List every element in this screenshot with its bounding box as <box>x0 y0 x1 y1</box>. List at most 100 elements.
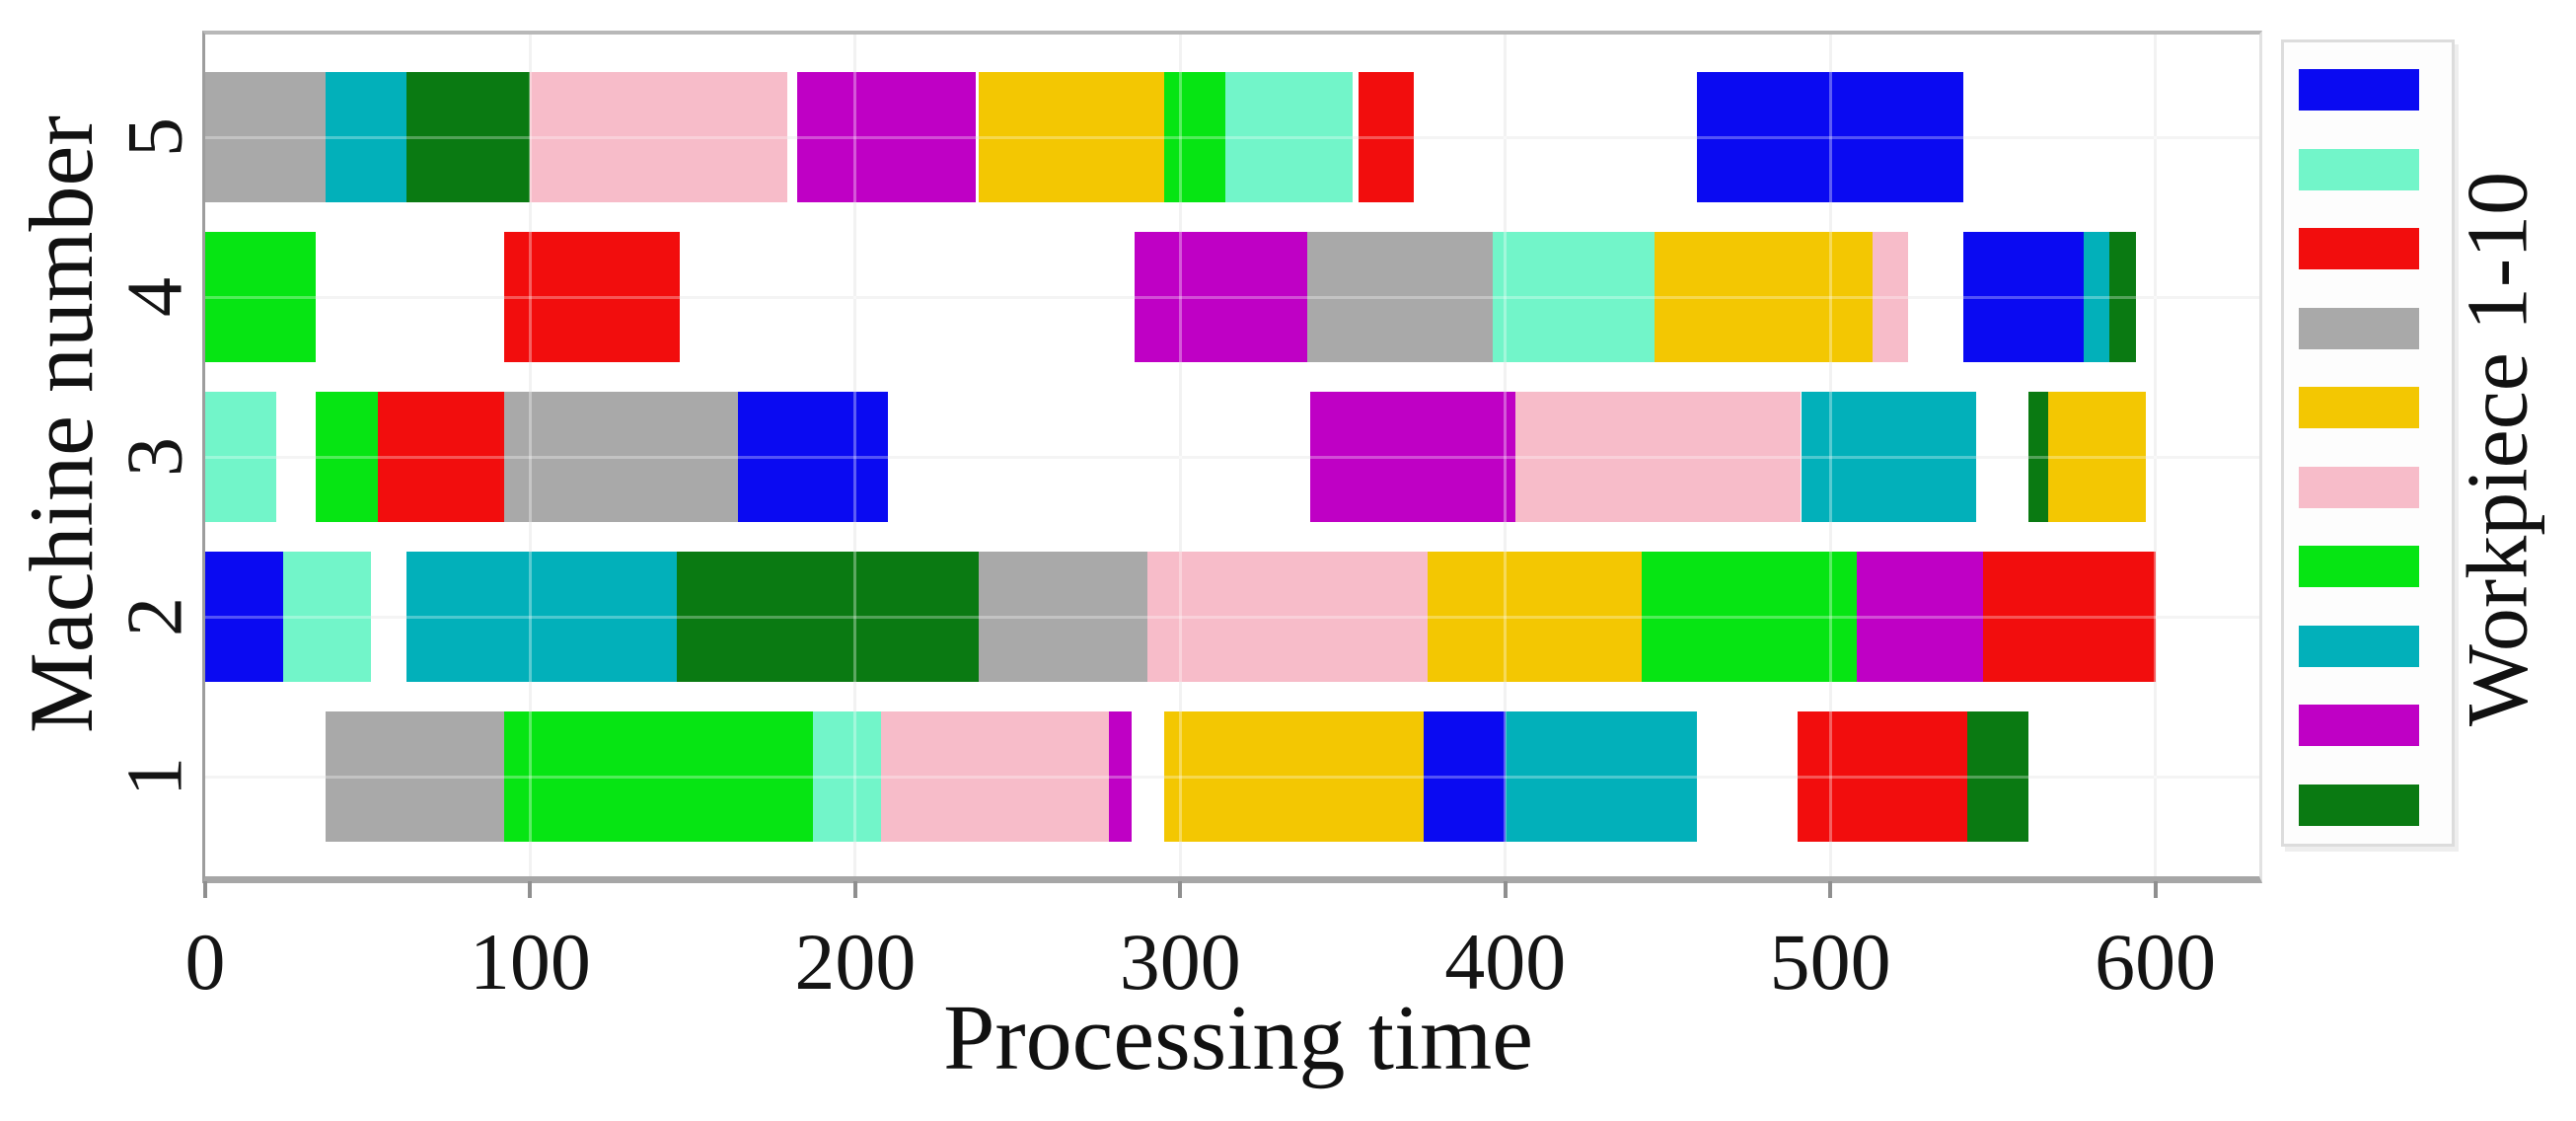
legend-swatch-workpiece4 <box>2299 307 2419 349</box>
bar-machine5-workpiece2 <box>1225 72 1353 202</box>
bar-machine1-workpiece6 <box>881 711 1109 842</box>
bar-machine1-workpiece2 <box>813 711 882 842</box>
bar-machine4-workpiece8 <box>2084 232 2110 362</box>
bar-machine2-workpiece2 <box>283 552 371 682</box>
gridline-x-over-200 <box>853 35 857 876</box>
bar-machine2-workpiece10 <box>676 552 980 682</box>
bar-machine5-workpiece5 <box>979 72 1164 202</box>
legend-swatch-workpiece6 <box>2299 466 2419 508</box>
legend-swatch-workpiece5 <box>2299 387 2419 428</box>
gridline-x-over-300 <box>1178 35 1182 876</box>
x-tick-label-500: 500 <box>1769 917 1891 1007</box>
bar-machine5-workpiece3 <box>1359 72 1415 202</box>
bar-machine5-workpiece7 <box>1163 72 1226 202</box>
bar-machine1-workpiece9 <box>1108 711 1132 842</box>
bar-machine4-workpiece10 <box>2109 232 2136 362</box>
bar-machine1-workpiece4 <box>325 711 505 842</box>
y-tick-label-machine2: 2 <box>111 597 199 636</box>
legend-swatch-workpiece1 <box>2299 69 2419 111</box>
gridline-x-over-600 <box>2154 35 2158 876</box>
y-tick-label-machine4: 4 <box>111 277 199 317</box>
bar-machine5-workpiece9 <box>796 72 976 202</box>
x-tick-label-100: 100 <box>469 917 591 1007</box>
plot-area <box>202 31 2262 883</box>
bar-machine3-workpiece1 <box>738 392 888 522</box>
bar-machine3-workpiece10 <box>2028 392 2048 522</box>
y-tick-label-machine3: 3 <box>111 437 199 477</box>
y-axis-title: Machine number <box>11 115 111 733</box>
bar-machine3-workpiece8 <box>1801 392 1977 522</box>
x-axis-title: Processing time <box>943 987 1533 1089</box>
bar-machine4-workpiece6 <box>1872 232 1909 362</box>
bar-machine3-workpiece9 <box>1310 392 1515 522</box>
bar-machine1-workpiece8 <box>1505 711 1698 842</box>
bar-machine4-workpiece5 <box>1655 232 1873 362</box>
bar-machine3-workpiece7 <box>316 392 378 522</box>
x-tick-600 <box>2153 881 2158 898</box>
gridline-y-row3 <box>205 455 2259 459</box>
legend-swatch-workpiece7 <box>2299 546 2419 587</box>
bar-machine2-workpiece8 <box>406 552 677 682</box>
x-tick-0 <box>203 881 207 898</box>
gridline-y-over-row2 <box>205 615 2259 619</box>
bar-machine4-workpiece7 <box>205 232 316 362</box>
legend-swatch-workpiece2 <box>2299 148 2419 190</box>
bar-machine2-workpiece5 <box>1427 552 1643 682</box>
gridline-y-over-row5 <box>205 135 2259 139</box>
gridline-x-over-400 <box>1504 35 1508 876</box>
bar-machine1-workpiece10 <box>1966 711 2029 842</box>
bar-machine2-workpiece1 <box>205 552 284 682</box>
grid-over <box>205 35 2259 876</box>
bar-machine2-workpiece4 <box>979 552 1148 682</box>
gridline-y-over-row4 <box>205 295 2259 299</box>
bar-machine3-workpiece6 <box>1514 392 1802 522</box>
bar-machine3-workpiece5 <box>2047 392 2146 522</box>
legend-swatch-workpiece8 <box>2299 625 2419 667</box>
x-tick-label-0: 0 <box>184 917 226 1007</box>
legend-swatch-workpiece10 <box>2299 784 2419 826</box>
x-tick-400 <box>1503 881 1508 898</box>
gridline-y-over-row3 <box>205 455 2259 459</box>
bar-machine1-workpiece1 <box>1424 711 1506 842</box>
bar-machine1-workpiece5 <box>1163 711 1425 842</box>
bar-machine3-workpiece2 <box>205 392 277 522</box>
bar-machine4-workpiece3 <box>504 232 680 362</box>
bar-machine3-workpiece3 <box>377 392 505 522</box>
y-tick-label-machine1: 1 <box>111 757 199 796</box>
bar-machine4-workpiece2 <box>1492 232 1656 362</box>
legend-swatch-workpiece3 <box>2299 228 2419 269</box>
gridline-y-over-row1 <box>205 775 2259 779</box>
x-tick-300 <box>1178 881 1183 898</box>
bar-machine2-workpiece7 <box>1642 552 1857 682</box>
bar-machine3-workpiece4 <box>504 392 739 522</box>
bar-machine5-workpiece8 <box>325 72 407 202</box>
x-tick-200 <box>852 881 857 898</box>
y-tick-label-machine5: 5 <box>111 117 199 157</box>
bars-layer <box>205 35 2259 876</box>
gridline-x-over-500 <box>1828 35 1832 876</box>
x-tick-label-400: 400 <box>1444 917 1567 1007</box>
legend-swatch-workpiece9 <box>2299 705 2419 746</box>
bar-machine5-workpiece6 <box>530 72 787 202</box>
bar-machine2-workpiece3 <box>1982 552 2156 682</box>
bar-machine1-workpiece3 <box>1798 711 1967 842</box>
bar-machine4-workpiece1 <box>1963 232 2085 362</box>
x-tick-label-600: 600 <box>2095 917 2217 1007</box>
bar-machine5-workpiece1 <box>1697 72 1964 202</box>
bar-machine4-workpiece9 <box>1135 232 1307 362</box>
x-tick-100 <box>528 881 533 898</box>
gridline-x-over-100 <box>528 35 532 876</box>
legend-swatches <box>2284 42 2452 844</box>
bar-machine2-workpiece9 <box>1856 552 1983 682</box>
legend-box <box>2281 39 2455 847</box>
x-tick-500 <box>1828 881 1833 898</box>
x-tick-label-300: 300 <box>1119 917 1241 1007</box>
bar-machine4-workpiece4 <box>1306 232 1493 362</box>
bar-machine2-workpiece6 <box>1147 552 1428 682</box>
legend-title: Workpiece 1-10 <box>2450 171 2546 727</box>
x-tick-label-200: 200 <box>794 917 917 1007</box>
bar-machine1-workpiece7 <box>504 711 814 842</box>
